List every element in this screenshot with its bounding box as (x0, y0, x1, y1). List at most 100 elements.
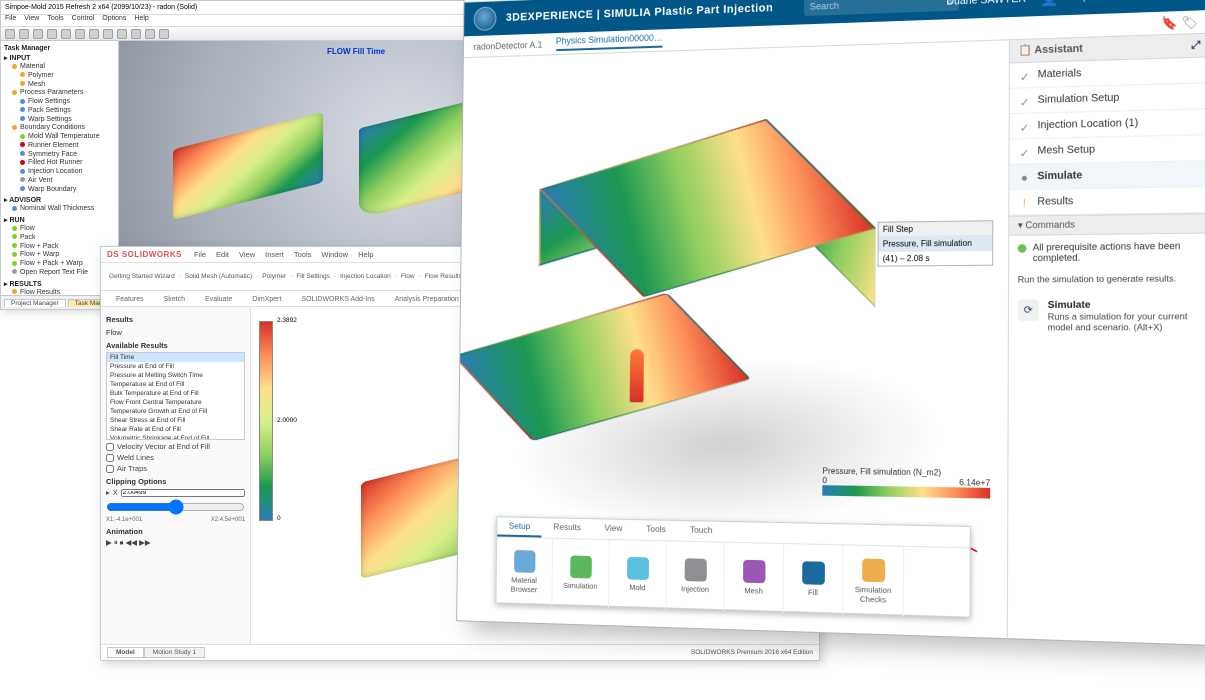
tree-node[interactable]: Mold Wall Temperature (4, 133, 115, 142)
menu-edit[interactable]: Edit (216, 250, 229, 259)
result-item[interactable]: Volumetric Shrinkage at End of Fill (107, 434, 244, 440)
weldlines-checkbox[interactable]: Weld Lines (106, 453, 245, 462)
tree-node[interactable]: Material (4, 63, 115, 72)
animation-controls[interactable]: ▶ ⏸ ⏹ ◀◀ ▶▶ (106, 538, 245, 548)
result-item[interactable]: Pressure at End of Fill (107, 362, 244, 371)
tree-node[interactable]: Warp Settings (4, 116, 115, 125)
footer-tab[interactable]: Model (107, 647, 144, 658)
compass-icon[interactable] (474, 6, 497, 31)
tree-node[interactable]: Flow + Pack + Warp (4, 260, 115, 269)
tree-node[interactable]: Pack Settings (4, 107, 115, 116)
tree-node[interactable]: Flow + Warp (4, 251, 115, 260)
tree-node[interactable]: Warp Boundary (4, 186, 115, 195)
clip-axis-row[interactable]: ▸X (106, 488, 245, 497)
user-icon[interactable]: 👤 (1039, 0, 1061, 9)
result-item[interactable]: Shear Rate at End of Fill (107, 425, 244, 434)
ribbon-command[interactable]: Mesh (725, 543, 784, 613)
tree-node[interactable]: Runner Element (4, 142, 115, 151)
menu-help[interactable]: Help (134, 15, 148, 22)
ribbon-item[interactable]: Flow (401, 273, 415, 280)
ribbon-command[interactable]: Material Browser (496, 537, 553, 605)
tree-section[interactable]: ▸ INPUT (4, 54, 115, 62)
tree-node[interactable]: Flow + Pack (4, 243, 115, 252)
menu-tools[interactable]: Tools (47, 15, 63, 22)
assistant-step[interactable]: ✓Mesh Setup (1010, 135, 1205, 165)
result-item[interactable]: Temperature at End of Fill (107, 380, 244, 389)
ribbon-item[interactable]: Injection Location (340, 273, 391, 280)
footer-tab[interactable]: Motion Study 1 (144, 647, 205, 658)
ribbon-item[interactable]: Solid Mesh (Automatic) (185, 273, 252, 280)
menu-view[interactable]: View (24, 15, 39, 22)
ribbon-command[interactable]: Mold (609, 540, 667, 609)
assistant-step[interactable]: ●Simulate (1009, 161, 1205, 190)
action-ribbon[interactable]: SetupResultsViewToolsTouch Material Brow… (495, 516, 970, 617)
simulate-command[interactable]: ⟳ SimulateRuns a simulation for your cur… (1009, 292, 1205, 339)
tag-icon[interactable]: 🔖 🏷 (1161, 14, 1198, 30)
command-tab[interactable]: Features (107, 293, 153, 306)
menu-insert[interactable]: Insert (265, 250, 284, 259)
result-item[interactable]: Fill Time (107, 353, 244, 362)
menu-window[interactable]: Window (321, 250, 348, 259)
velocity-checkbox[interactable]: Velocity Vector at End of Fill (106, 442, 245, 451)
expand-icon[interactable]: ⤢ (1191, 39, 1200, 51)
tree-section[interactable]: ▸ RUN (4, 216, 115, 224)
clip-slider[interactable] (106, 499, 245, 515)
ribbon-command[interactable]: Simulation (552, 539, 609, 608)
menu-tools[interactable]: Tools (294, 250, 312, 259)
tree-node[interactable]: Injection Location (4, 168, 115, 177)
tree-node[interactable]: Flow Settings (4, 98, 115, 107)
ribbon-command[interactable]: Fill (784, 544, 844, 615)
crumb-model[interactable]: radonDetector A.1 (473, 39, 542, 51)
tree-node[interactable]: Polymer (4, 72, 115, 81)
tree-node[interactable]: Boundary Conditions (4, 124, 115, 133)
ribbon-command[interactable]: Simulation Checks (843, 545, 904, 616)
tree-node[interactable]: Filled Hot Runner (4, 159, 115, 168)
ribbon-tab[interactable]: Touch (678, 521, 725, 542)
tree-node[interactable]: Flow (4, 225, 115, 234)
ribbon-item[interactable]: Flow Results (425, 273, 462, 280)
3dx-viewport[interactable]: Fill Step Pressure, Fill simulation(41) … (457, 34, 1205, 645)
menu-options[interactable]: Options (102, 15, 126, 22)
menu-control[interactable]: Control (72, 15, 95, 22)
search-input[interactable]: Search ⌕ (804, 0, 959, 16)
ribbon-tab[interactable]: Results (542, 518, 593, 538)
bottom-tab[interactable]: Project Manager (4, 299, 66, 307)
menu-file[interactable]: File (194, 250, 206, 259)
tree-section[interactable]: ▸ ADVISOR (4, 196, 115, 204)
crumb-simulation[interactable]: Physics Simulation00000… (556, 32, 663, 51)
menu-view[interactable]: View (239, 250, 255, 259)
user-name[interactable]: Duane SAWYER (946, 0, 1026, 7)
airtraps-checkbox[interactable]: Air Traps (106, 464, 245, 473)
help-icon[interactable]: ? (1178, 0, 1200, 4)
ribbon-item[interactable]: Getting Started Wizard (109, 273, 175, 280)
ribbon-tab[interactable]: View (593, 519, 635, 539)
ribbon-item[interactable]: Polymer (262, 273, 286, 280)
results-panel[interactable]: Results Flow Available Results Fill Time… (101, 307, 251, 644)
dropdown-row[interactable]: Pressure, Fill simulation (879, 235, 993, 251)
tree-section[interactable]: ▸ RESULTS (4, 280, 115, 288)
command-tab[interactable]: DimXpert (243, 293, 290, 306)
menu-file[interactable]: File (5, 15, 16, 22)
dropdown-row[interactable]: (41) – 2.08 s (878, 250, 992, 266)
clip-value-input[interactable] (121, 489, 245, 497)
command-tab[interactable]: SOLIDWORKS Add-Ins (292, 293, 383, 306)
result-step-dropdown[interactable]: Fill Step Pressure, Fill simulation(41) … (877, 220, 993, 266)
assistant-step[interactable]: !Results (1009, 187, 1205, 216)
result-item[interactable]: Flow Front Central Temperature (107, 398, 244, 407)
share-icon[interactable]: ↗ (1108, 0, 1130, 6)
tree-node[interactable]: Nominal Wall Thickness (4, 205, 115, 214)
command-tab[interactable]: Evaluate (196, 293, 241, 306)
result-item[interactable]: Shear Stress at End of Fill (107, 416, 244, 425)
tree-node[interactable]: Open Report Text File (4, 269, 115, 278)
result-item[interactable]: Bulk Temperature at End of Fill (107, 389, 244, 398)
tree-node[interactable]: Mesh (4, 81, 115, 90)
tree-node[interactable]: Process Parameters (4, 89, 115, 98)
tree-node[interactable]: Air Vent (4, 177, 115, 186)
ribbon-tab[interactable]: Setup (497, 517, 542, 537)
results-listbox[interactable]: Fill TimePressure at End of FillPressure… (106, 352, 245, 440)
tree-node[interactable]: Pack (4, 234, 115, 243)
command-tab[interactable]: Analysis Preparation (386, 293, 468, 306)
plus-icon[interactable]: ＋ (1073, 0, 1095, 7)
ribbon-tab[interactable]: Tools (634, 520, 678, 540)
ribbon-command[interactable]: Injection (666, 541, 725, 611)
